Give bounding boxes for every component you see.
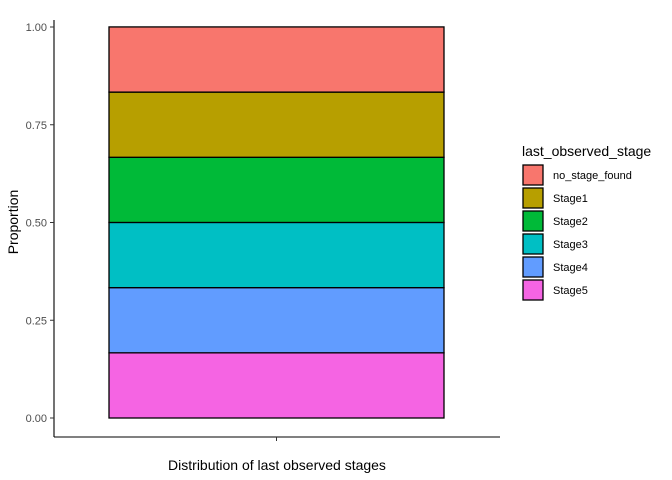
bar-segment-stage1 xyxy=(108,91,445,158)
legend-swatch xyxy=(522,164,544,186)
legend-label: Stage4 xyxy=(553,262,588,274)
legend-swatch xyxy=(522,256,544,278)
x-axis-title: Distribution of last observed stages xyxy=(168,457,386,473)
legend-swatch xyxy=(522,233,544,255)
bar-segment-stage5 xyxy=(108,352,445,419)
legend-swatch xyxy=(522,279,544,301)
y-tick-label: 0.75 xyxy=(26,120,47,132)
legend-label: Stage5 xyxy=(553,285,588,297)
legend: last_observed_stage no_stage_found Stage1… xyxy=(522,143,651,301)
y-axis-title: Proportion xyxy=(5,190,21,255)
bar-segment-stage4 xyxy=(108,286,445,354)
legend-items: no_stage_found Stage1 Stage2 Stage3 Stage4 St… xyxy=(522,164,632,301)
legend-label: no_stage_found xyxy=(553,170,632,182)
legend-swatch xyxy=(522,187,544,209)
legend-label: Stage2 xyxy=(553,216,588,228)
bar-segment-stage2 xyxy=(108,156,445,224)
legend-title: last_observed_stage xyxy=(522,143,651,159)
bar-segment-no-stage-found xyxy=(108,26,445,93)
y-tick-label: 0.00 xyxy=(26,413,47,425)
y-tick-label: 0.50 xyxy=(26,218,47,230)
legend-swatch xyxy=(522,210,544,232)
y-tick-label: 1.00 xyxy=(26,22,47,34)
bar-segment-stage3 xyxy=(108,221,445,289)
legend-label: Stage1 xyxy=(553,193,588,205)
y-tick-label: 0.25 xyxy=(26,315,47,327)
y-axis-ticks: 0.00 0.25 0.50 0.75 1.00 xyxy=(26,22,54,425)
bar-stack xyxy=(108,26,445,419)
legend-label: Stage3 xyxy=(553,239,588,251)
